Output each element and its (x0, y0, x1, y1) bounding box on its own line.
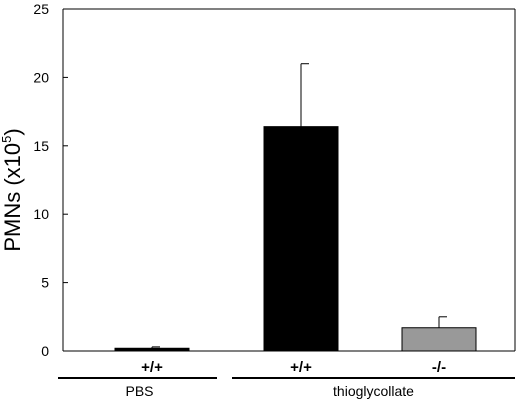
bar (263, 126, 339, 352)
error-bars (151, 63, 447, 349)
y-tick-label: 5 (41, 275, 49, 291)
y-tick-label: 25 (33, 1, 49, 17)
y-tick-label: 20 (33, 69, 49, 85)
x-category-labels: +/+ +/+ -/- (141, 359, 446, 376)
y-tick-label: 15 (33, 138, 49, 154)
x-category-label: -/- (432, 359, 446, 376)
y-axis-label: PMNs (x105) (0, 128, 25, 251)
x-category-label: +/+ (141, 359, 163, 376)
group-label: PBS (125, 383, 153, 399)
x-group-labels: PBS thioglycollate (58, 377, 515, 399)
bar (401, 327, 477, 352)
bars (114, 126, 477, 352)
y-tick-label: 10 (33, 206, 49, 222)
bar (114, 347, 190, 352)
y-axis-label-exponent: 5 (0, 136, 14, 143)
y-axis: 0 5 10 15 20 25 (33, 1, 68, 359)
x-category-label: +/+ (290, 359, 312, 376)
y-axis-label-close: ) (0, 128, 25, 135)
y-tick-label: 0 (41, 343, 49, 359)
y-axis-label-main: PMNs (x10 (0, 143, 25, 252)
group-label: thioglycollate (333, 383, 414, 399)
